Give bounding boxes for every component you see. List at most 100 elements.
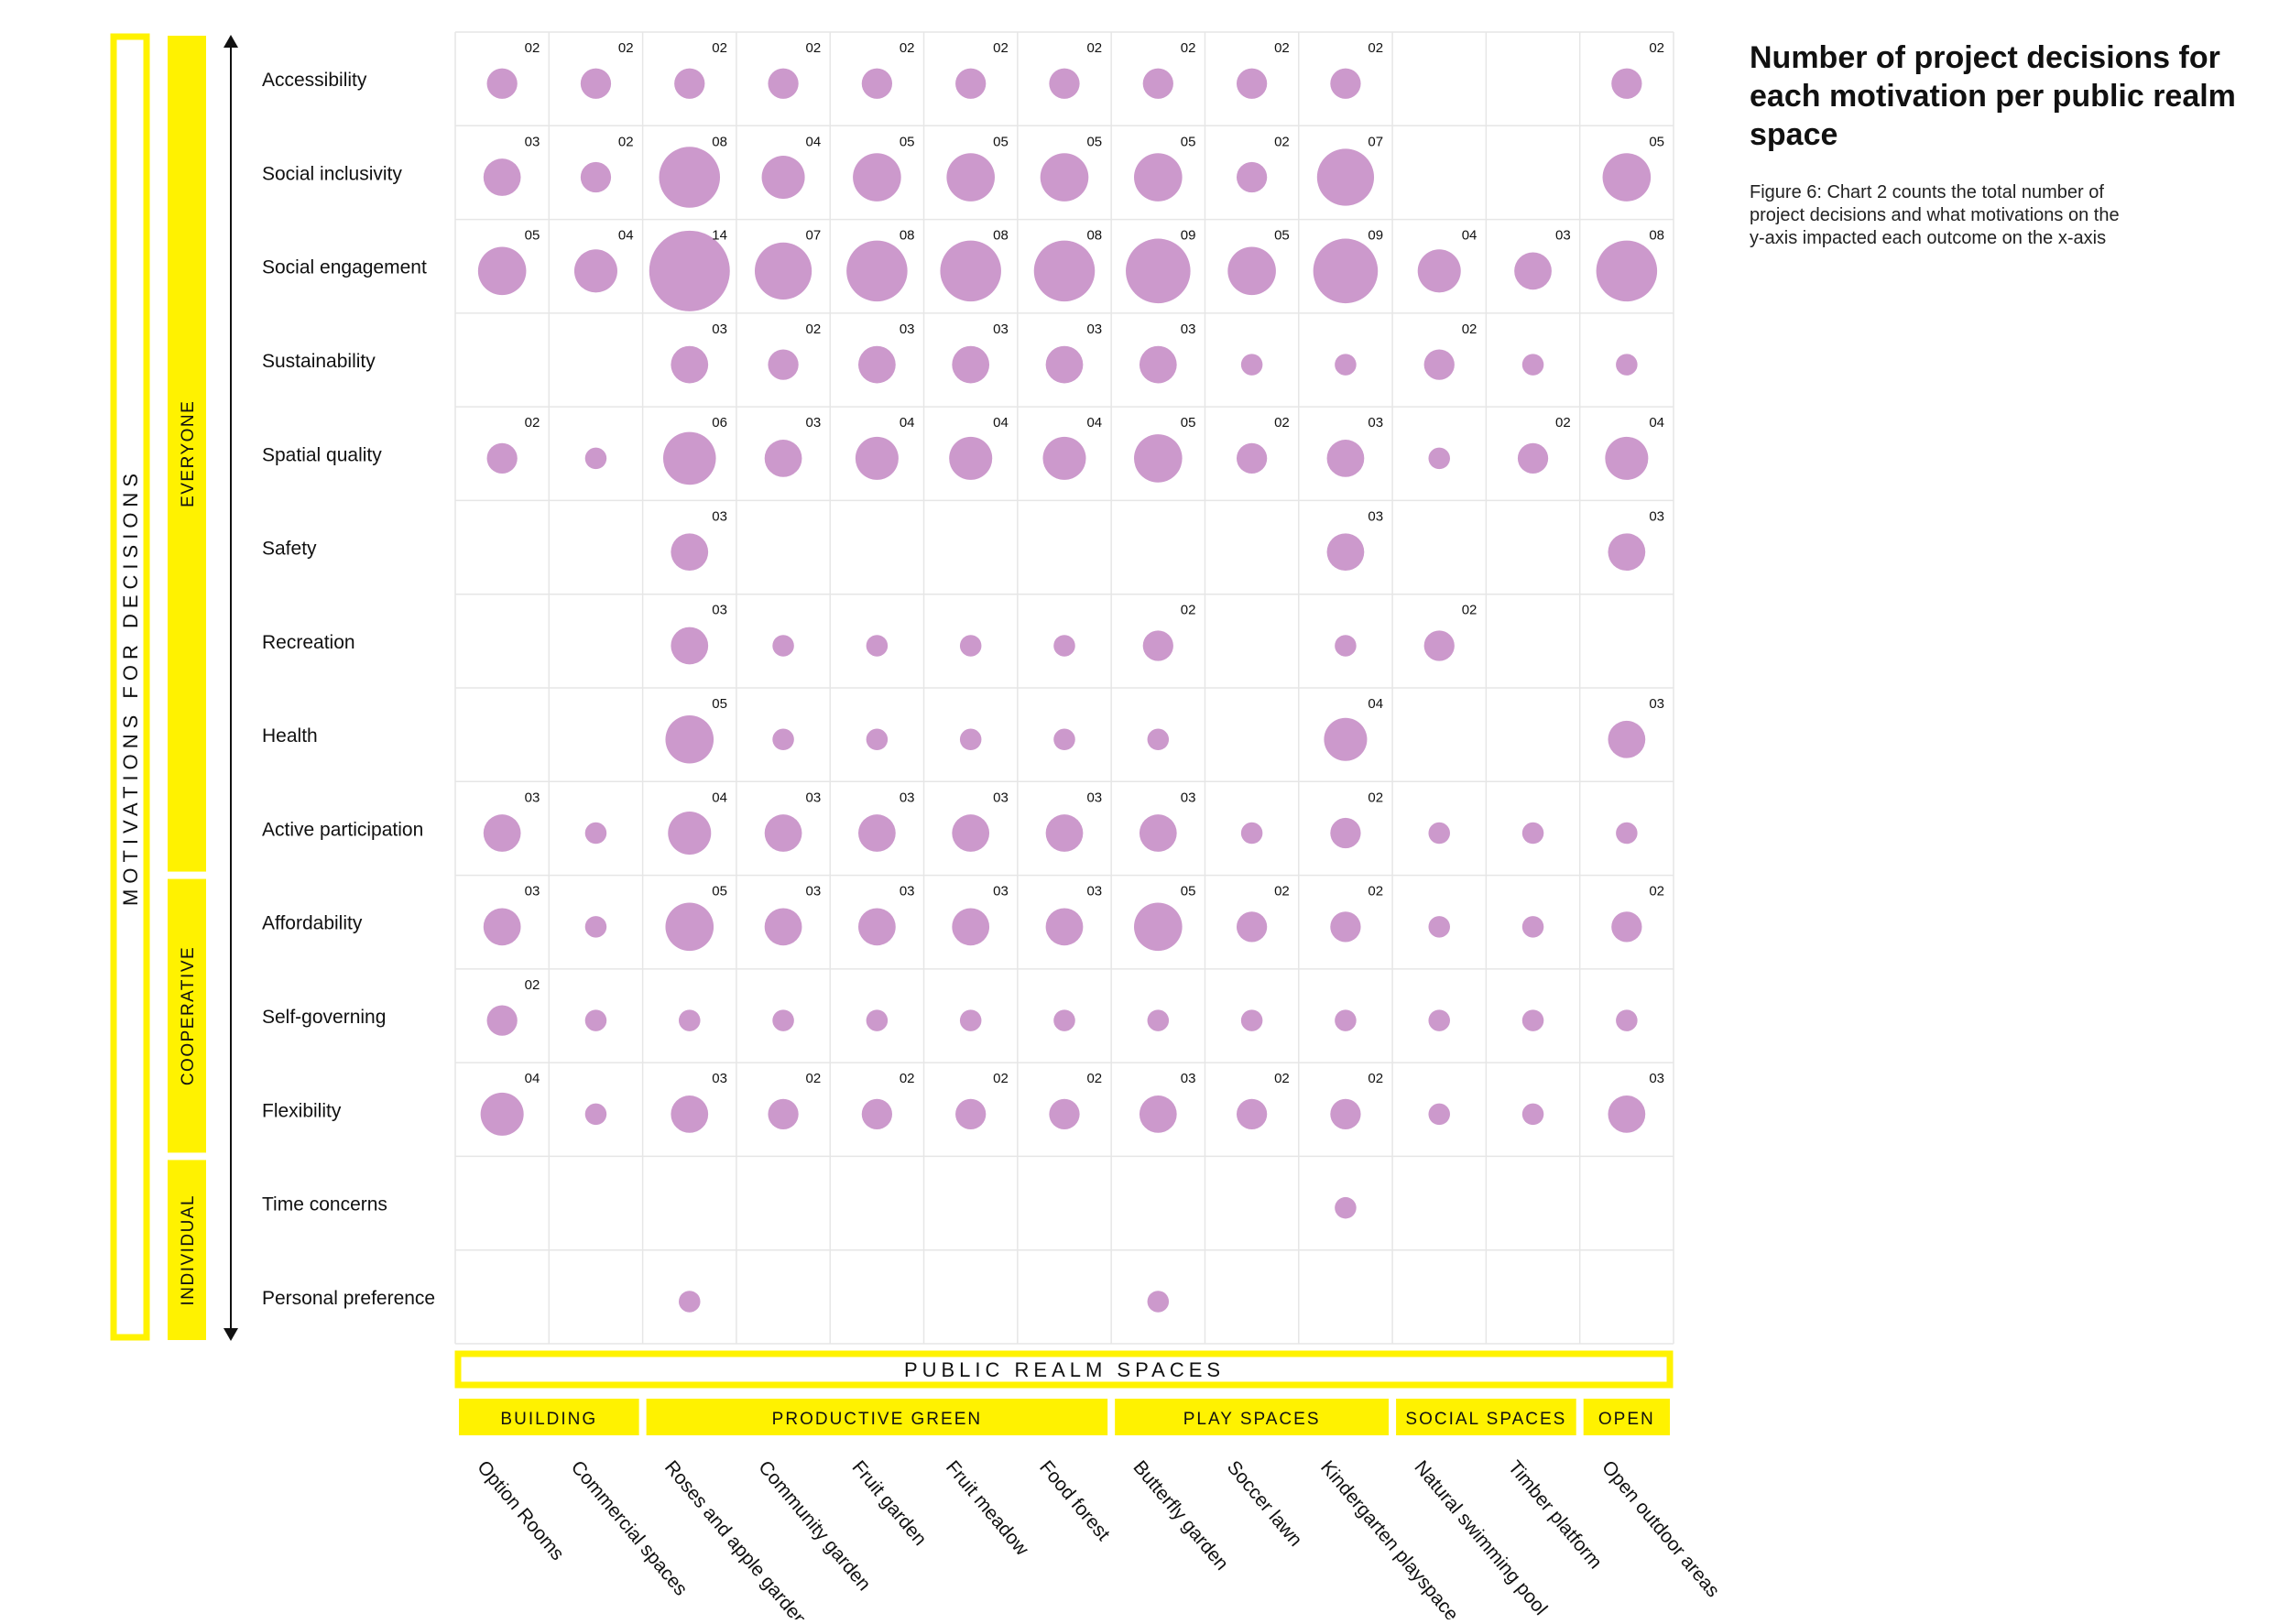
bubble-value-label: 02 — [1274, 134, 1290, 149]
bubble-value-label: 02 — [1368, 40, 1383, 56]
bubble-value-label: 02 — [1086, 40, 1102, 56]
bubble-point — [1316, 148, 1375, 206]
row-label: Personal preference — [262, 1288, 435, 1309]
bubble-point — [772, 728, 794, 751]
bubble-point — [1236, 1098, 1268, 1130]
column-group-bar — [1115, 1399, 1390, 1435]
bubble-value-label: 03 — [993, 790, 1009, 805]
bubble-value-label: 03 — [1555, 228, 1571, 244]
bubble-point — [1596, 240, 1658, 302]
bubble-point — [671, 1095, 709, 1133]
bubble-point — [1423, 349, 1455, 380]
bubble-point — [584, 1009, 607, 1031]
row-label: Recreation — [262, 632, 355, 653]
bubble-point — [1521, 1103, 1544, 1126]
bubble-point — [866, 728, 889, 751]
bubble-value-label: 03 — [1181, 322, 1196, 337]
bubble-value-label: 03 — [1086, 322, 1102, 337]
bubble-value-label: 03 — [712, 603, 727, 618]
bubble-value-label: 02 — [1086, 1071, 1102, 1086]
bubble-point — [671, 345, 709, 384]
column-group-bar — [1583, 1399, 1670, 1435]
bubble-point — [1147, 1009, 1170, 1031]
bubble-point — [1126, 238, 1191, 304]
bubble-value-label: 03 — [806, 790, 822, 805]
bubble-point — [772, 635, 794, 657]
bubble-value-label: 03 — [900, 322, 915, 337]
bubble-value-label: 04 — [993, 415, 1009, 431]
bubble-point — [486, 68, 518, 99]
bubble-value-label: 04 — [1462, 228, 1478, 244]
bubble-value-label: 04 — [900, 415, 915, 431]
bubble-value-label: 02 — [1555, 415, 1571, 431]
bubble-value-label: 03 — [900, 790, 915, 805]
bubble-point — [1134, 902, 1183, 952]
bubble-point — [1240, 354, 1263, 376]
bubble-point — [1521, 916, 1544, 938]
bubble-point — [668, 812, 712, 856]
bubble-point — [866, 635, 889, 657]
chart-caption: Figure 6: Chart 2 counts the total numbe… — [1750, 182, 2120, 248]
bubble-point — [659, 147, 721, 208]
bubble-point — [1602, 153, 1652, 202]
bubble-value-label: 02 — [1368, 1071, 1383, 1086]
bubble-value-label: 02 — [806, 40, 822, 56]
bubble-point — [1236, 442, 1268, 474]
bubble-point — [671, 533, 709, 572]
bubble-point — [584, 822, 607, 845]
bubble-point — [1147, 728, 1170, 751]
bubble-value-label: 03 — [1368, 415, 1383, 431]
row-label: Affordability — [262, 913, 363, 934]
bubble-point — [1142, 630, 1173, 661]
bubble-value-label: 03 — [1649, 1071, 1664, 1086]
column-label: Option Rooms — [473, 1456, 568, 1564]
bubble-point — [959, 635, 982, 657]
bubble-point — [858, 908, 896, 946]
bubble-point — [1428, 916, 1450, 938]
bubble-value-label: 03 — [1181, 790, 1196, 805]
x-axis-title: PUBLIC REALM SPACES — [904, 1358, 1225, 1381]
bubble-value-label: 03 — [712, 508, 727, 524]
bubble-point — [861, 1098, 893, 1130]
bubble-value-label: 03 — [993, 322, 1009, 337]
bubble-point — [1616, 1009, 1638, 1031]
bubble-point — [477, 246, 527, 296]
bubble-point — [1139, 1095, 1177, 1133]
bubble-value-label: 05 — [1086, 134, 1102, 149]
bubble-value-label: 02 — [1274, 415, 1290, 431]
bubble-point — [1428, 447, 1450, 470]
bubble-point — [1324, 717, 1368, 761]
bubble-point — [940, 240, 1001, 302]
bubble-point — [483, 908, 521, 946]
bubble-value-label: 05 — [1649, 134, 1664, 149]
bubble-point — [671, 627, 709, 665]
bubble-point — [853, 153, 901, 202]
row-label: Safety — [262, 539, 317, 560]
bubble-point — [679, 1291, 701, 1313]
bubble-point — [1608, 533, 1646, 572]
bubble-value-label: 02 — [993, 40, 1009, 56]
bubble-point — [1335, 1009, 1357, 1031]
bubble-point — [1611, 68, 1642, 99]
bubble-point — [1335, 635, 1357, 657]
bubble-point — [1236, 68, 1268, 99]
bubble-point — [1428, 1103, 1450, 1126]
bubble-value-label: 03 — [712, 1071, 727, 1086]
column-group-bar — [459, 1399, 639, 1435]
column-label: Soccer lawn — [1223, 1456, 1306, 1550]
bubble-value-label: 05 — [1181, 134, 1196, 149]
bubble-point — [665, 902, 714, 952]
bubble-point — [1053, 635, 1075, 657]
bubble-value-label: 04 — [1368, 696, 1383, 712]
bubble-value-label: 08 — [712, 134, 727, 149]
bubble-point — [486, 442, 518, 474]
bubble-point — [1139, 345, 1177, 384]
bubble-point — [1521, 1009, 1544, 1031]
bubble-value-label: 03 — [712, 322, 727, 337]
bubble-point — [768, 68, 799, 99]
y-axis-title: MOTIVATIONS FOR DECISIONS — [119, 468, 142, 906]
bubble-point — [1428, 822, 1450, 845]
bubble-point — [573, 249, 617, 293]
bubble-point — [764, 908, 802, 946]
